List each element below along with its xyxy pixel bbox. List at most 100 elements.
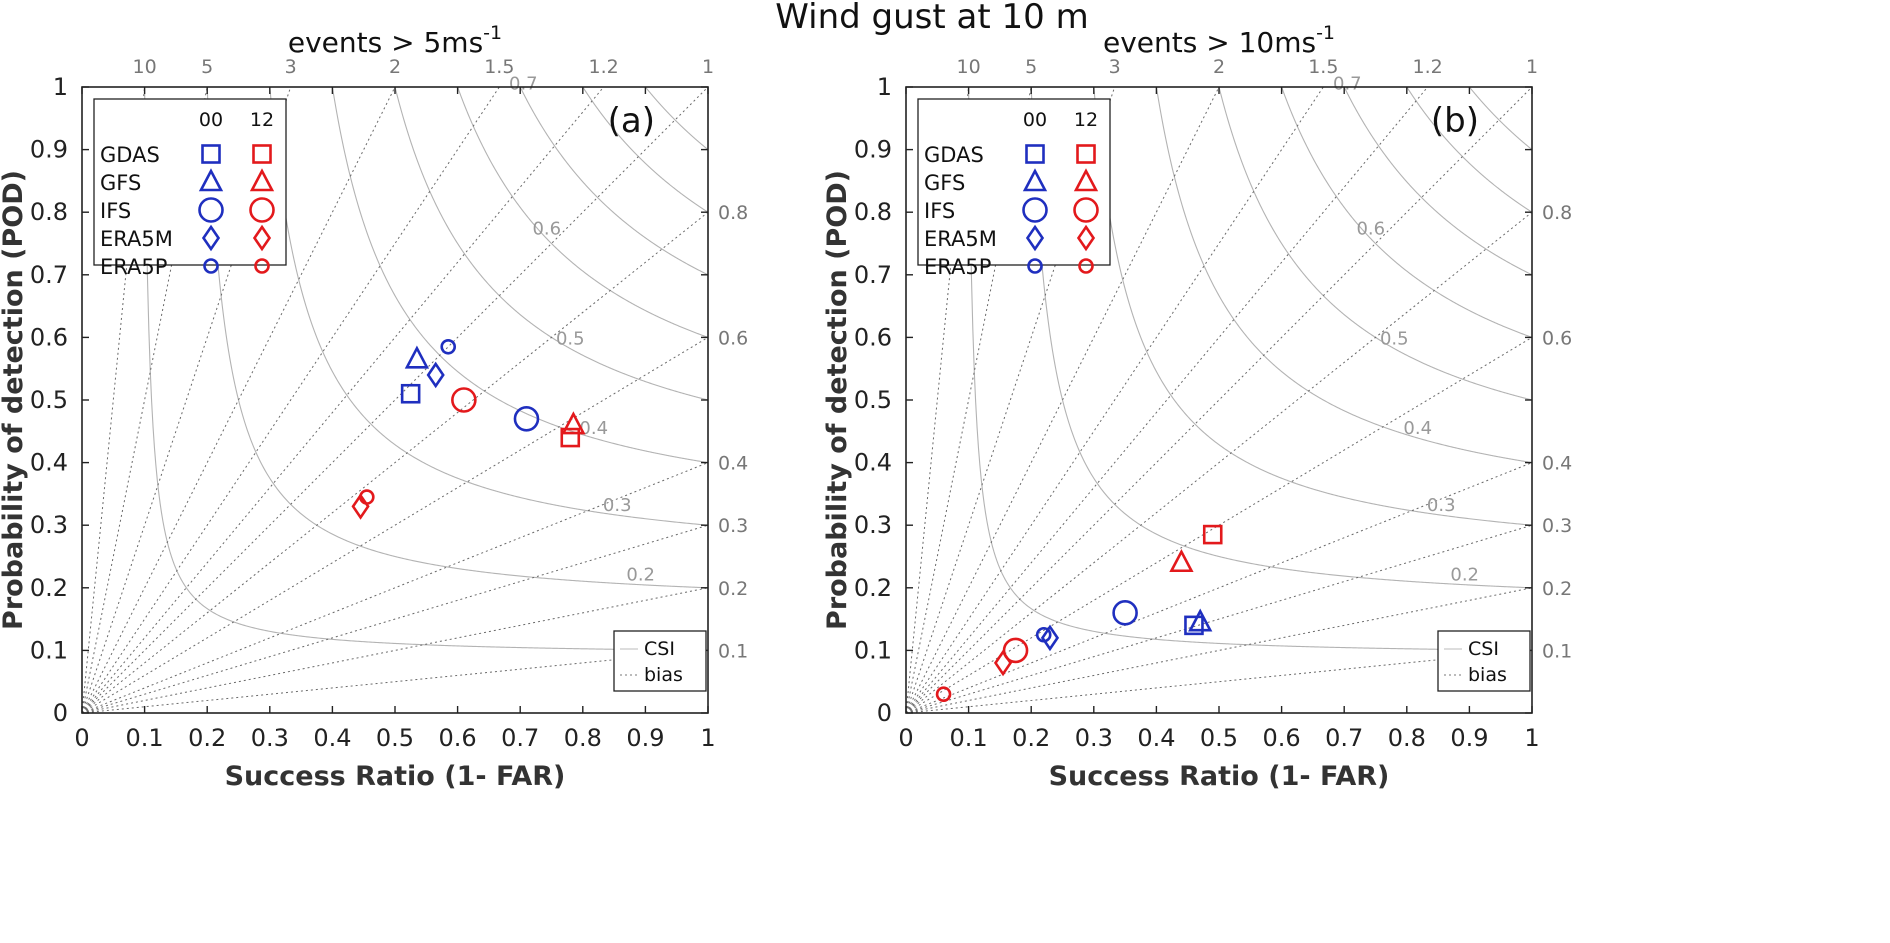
- csi-label: 0.6: [1356, 219, 1385, 240]
- x-tick-label: 0.5: [376, 724, 414, 752]
- legend-marker-12: [249, 197, 275, 223]
- bias-right-label: 0.6: [1542, 327, 1572, 349]
- bias-top-label: 1.2: [1413, 56, 1443, 78]
- csi-label: 0.7: [509, 73, 538, 94]
- y-tick-label: 0.8: [854, 198, 892, 226]
- x-tick-label: 1: [1524, 724, 1539, 752]
- csi-contour: [582, 87, 708, 213]
- bias-top-label: 10: [133, 56, 157, 78]
- bias-line: [906, 524, 1532, 713]
- data-point-gfs-00: [1188, 608, 1213, 632]
- legend-column-header: 12: [1074, 109, 1098, 131]
- csi-legend-label: CSI: [1468, 638, 1499, 660]
- bias-legend-label: bias: [644, 664, 683, 686]
- legend-marker-00: [1022, 197, 1048, 223]
- legend-model-name: GFS: [924, 171, 965, 195]
- y-tick-label: 0.1: [854, 636, 892, 664]
- bias-line: [82, 462, 708, 713]
- csi-label: 0.3: [603, 495, 632, 516]
- x-tick-label: 0.8: [1388, 724, 1426, 752]
- data-point-ifs-00: [513, 405, 540, 432]
- csi-label: 0.7: [1333, 73, 1362, 94]
- data-point-ifs-12: [1002, 637, 1029, 664]
- bias-line: [906, 211, 1532, 713]
- data-point-era5m-00: [426, 361, 445, 389]
- y-axis-label: Probability of detection (POD): [0, 170, 29, 630]
- csi-label: 0.4: [1403, 418, 1432, 439]
- y-tick-label: 0.1: [30, 636, 68, 664]
- y-tick-label: 0.4: [854, 449, 892, 477]
- bias-top-label: 2: [1213, 56, 1225, 78]
- bias-line: [82, 87, 396, 713]
- csi-contour: [1155, 87, 1532, 464]
- bias-right-label: 0.3: [1542, 515, 1572, 537]
- legend-marker-00: [1025, 224, 1045, 252]
- legend-marker-12: [1078, 258, 1094, 274]
- x-tick-label: 0.9: [1450, 724, 1488, 752]
- y-tick-label: 0.2: [854, 574, 892, 602]
- data-point-era5p-12: [935, 686, 952, 703]
- line-legend-box: [613, 630, 707, 692]
- csi-label: 0.2: [626, 565, 655, 586]
- y-tick-label: 0.9: [30, 136, 68, 164]
- data-point-ifs-12: [451, 387, 477, 413]
- data-point-gfs-12: [1169, 548, 1194, 573]
- legend-marker-12: [1073, 168, 1099, 192]
- csi-legend-label: CSI: [644, 638, 675, 660]
- csi-label: 0.2: [1450, 565, 1479, 586]
- legend-model-name: GFS: [100, 171, 141, 195]
- x-axis-label: Success Ratio (1- FAR): [1049, 761, 1390, 792]
- bias-top-label: 1: [702, 56, 714, 78]
- legend-column-header: 12: [250, 109, 274, 131]
- y-tick-label: 0.6: [854, 323, 892, 351]
- y-tick-label: 0.3: [30, 511, 68, 539]
- bias-right-label: 0.8: [718, 202, 748, 224]
- bias-top-label: 5: [201, 56, 213, 78]
- events-threshold-exponent: -1: [1316, 22, 1335, 44]
- x-tick-label: 0.6: [439, 724, 477, 752]
- x-tick-label: 0.4: [1137, 724, 1175, 752]
- line-legend-box: [1437, 630, 1531, 692]
- panel-label: (a): [608, 101, 655, 141]
- data-point-era5p-00: [1035, 626, 1052, 643]
- events-threshold-exponent: -1: [483, 22, 502, 44]
- y-tick-label: 0.5: [854, 386, 892, 414]
- csi-label: 0.6: [532, 219, 561, 240]
- bias-top-label: 1.2: [589, 56, 619, 78]
- bias-top-label: 3: [1109, 56, 1121, 78]
- legend-marker-00: [198, 168, 224, 192]
- y-tick-label: 0.3: [854, 511, 892, 539]
- x-tick-label: 0.8: [564, 724, 602, 752]
- legend-marker-00: [1027, 258, 1043, 274]
- y-tick-label: 0.6: [30, 323, 68, 351]
- data-point-era5m-00: [1040, 624, 1060, 652]
- legend-marker-00: [201, 144, 221, 164]
- bias-line: [906, 587, 1532, 713]
- x-tick-label: 0.3: [251, 724, 289, 752]
- bias-line: [906, 462, 1532, 713]
- events-threshold-label: events > 5ms-1: [288, 22, 502, 59]
- y-tick-label: 0.2: [30, 574, 68, 602]
- legend-marker-00: [1022, 168, 1048, 192]
- bias-right-label: 0.2: [1542, 578, 1572, 600]
- events-threshold-text: events > 5ms: [288, 26, 483, 59]
- legend-marker-12: [249, 168, 275, 192]
- legend-model-name: GDAS: [924, 143, 984, 167]
- legend-model-name: ERA5M: [100, 227, 173, 251]
- data-point-gdas-00: [1184, 615, 1204, 636]
- legend-marker-12: [1076, 144, 1096, 164]
- events-threshold-label: events > 10ms-1: [1103, 22, 1335, 59]
- y-tick-label: 0.9: [854, 136, 892, 164]
- bias-top-label: 5: [1025, 56, 1037, 78]
- bias-line: [82, 211, 708, 713]
- legend-marker-00: [1025, 144, 1045, 164]
- panel-a: 105321.51.210.80.60.40.30.20.10.10.20.30…: [0, 22, 748, 792]
- y-tick-label: 0.7: [30, 261, 68, 289]
- y-tick-label: 1: [877, 73, 892, 101]
- panel-label: (b): [1431, 101, 1479, 141]
- data-point-era5m-12: [993, 649, 1013, 677]
- legend-marker-12: [252, 224, 272, 252]
- x-tick-label: 0.2: [188, 724, 226, 752]
- bias-top-label: 1.5: [484, 56, 514, 78]
